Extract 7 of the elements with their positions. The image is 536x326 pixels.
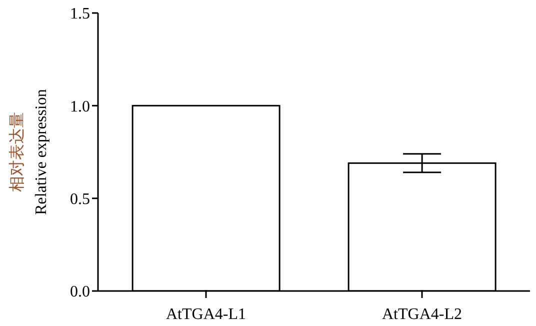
y-axis-title: 相对表达量 Relative expression bbox=[8, 89, 50, 215]
y-tick-label: 1.5 bbox=[70, 6, 90, 23]
y-tick-label: 0.0 bbox=[70, 284, 90, 301]
y-tick-label: 1.0 bbox=[70, 98, 90, 116]
x-tick-label: AtTGA4-L1 bbox=[166, 306, 246, 323]
y-tick-label: 0.5 bbox=[70, 191, 90, 208]
x-tick-label: AtTGA4-L2 bbox=[382, 306, 462, 323]
